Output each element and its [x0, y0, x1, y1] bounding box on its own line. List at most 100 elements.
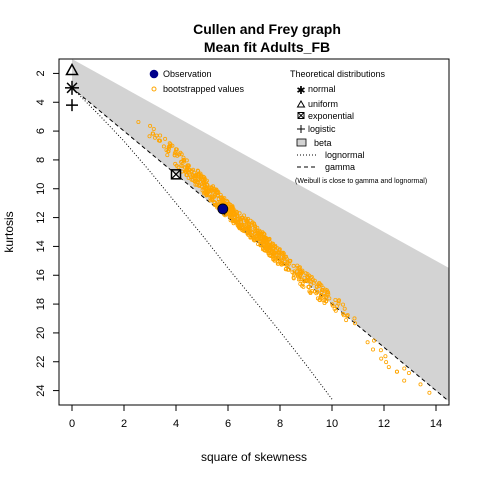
bootstrap-point — [150, 131, 155, 136]
bootstrap-point — [255, 229, 260, 234]
bootstrap-point — [176, 165, 181, 170]
bootstrap-point — [318, 295, 323, 300]
bootstrap-point — [378, 348, 383, 353]
bootstrap-point — [272, 257, 277, 262]
y-tick-label: 4 — [35, 99, 47, 105]
bootstrap-point — [258, 241, 263, 246]
bootstrap-point — [291, 276, 296, 281]
bootstrap-point — [199, 184, 204, 189]
bootstrap-point — [352, 321, 357, 326]
bootstrap-point — [212, 192, 217, 197]
bootstrap-point — [248, 234, 253, 239]
bootstrap-point — [341, 313, 346, 318]
bootstrap-point — [257, 228, 262, 233]
x-tick-label: 12 — [378, 418, 390, 430]
bootstrap-point — [166, 146, 171, 151]
y-tick-label: 10 — [35, 183, 47, 195]
bootstrap-point — [344, 318, 349, 323]
bootstrap-point — [249, 223, 254, 228]
bootstrap-point — [212, 202, 217, 207]
bootstrap-point — [193, 182, 198, 187]
bootstrap-point — [243, 216, 248, 221]
bootstrap-point — [272, 245, 277, 250]
bootstrap-point — [218, 192, 223, 197]
bootstrap-point — [386, 365, 391, 370]
gamma-line — [71, 87, 449, 402]
bootstrap-point — [276, 261, 281, 266]
bootstrap-point — [177, 152, 182, 157]
normal-legend-icon: ✱ — [296, 84, 305, 97]
bootstrap-point — [327, 296, 332, 301]
uniform-legend-icon — [296, 100, 306, 108]
bootstrap-points — [136, 120, 432, 395]
bootstrap-point — [183, 169, 188, 174]
legend-observation-label: Observation — [163, 69, 212, 79]
bootstrap-point — [152, 135, 157, 140]
bootstrap-point — [151, 127, 156, 132]
bootstrap-point — [281, 254, 286, 259]
bootstrap-point — [204, 193, 209, 198]
legend-weibull-note: (Weibull is close to gamma and lognormal… — [295, 178, 427, 185]
bootstrap-point — [279, 258, 284, 263]
bootstrap-point — [210, 195, 215, 200]
x-tick-label: 8 — [277, 418, 283, 430]
bootstrap-point — [270, 241, 275, 246]
y-tick-label: 14 — [35, 240, 47, 252]
bootstrap-point — [136, 120, 141, 125]
bootstrap-point — [265, 248, 270, 253]
bootstrap-point — [246, 224, 251, 229]
bootstrap-point — [283, 267, 288, 272]
bootstrap-point — [216, 189, 221, 194]
bootstrap-legend-marker — [151, 86, 157, 92]
observation-legend-marker — [149, 69, 159, 79]
bootstrap-point — [276, 259, 281, 264]
bootstrap-point — [181, 159, 186, 164]
x-tick-label: 14 — [430, 418, 442, 430]
y-tick-label: 18 — [35, 298, 47, 310]
bootstrap-point — [283, 254, 288, 259]
bootstrap-point — [219, 195, 224, 200]
theoretical-markers — [65, 62, 229, 215]
bootstrap-point — [173, 161, 178, 166]
bootstrap-point — [340, 302, 345, 307]
bootstrap-point — [231, 208, 236, 213]
bootstrap-point — [300, 281, 305, 286]
bootstrap-point — [332, 306, 337, 311]
uniform-point — [65, 62, 79, 76]
bootstrap-point — [287, 258, 292, 263]
bootstrap-point — [324, 288, 329, 293]
bootstrap-point — [258, 239, 263, 244]
bootstrap-point — [187, 167, 192, 172]
bootstrap-point — [205, 182, 210, 187]
bootstrap-point — [240, 215, 245, 220]
bootstrap-point — [427, 390, 432, 395]
bootstrap-point — [321, 298, 326, 303]
bootstrap-point — [314, 289, 319, 294]
legend-bootstrap-label: bootstrapped values — [163, 84, 245, 94]
y-tick-label: 24 — [35, 384, 47, 396]
x-tick-label: 4 — [173, 418, 179, 430]
bootstrap-point — [316, 283, 321, 288]
bootstrap-point — [148, 123, 153, 128]
bootstrap-point — [384, 360, 389, 365]
x-tick-label: 6 — [225, 418, 231, 430]
bootstrap-point — [211, 186, 216, 191]
bootstrap-point — [179, 163, 184, 168]
y-tick-label: 6 — [35, 128, 47, 134]
bootstrap-point — [394, 369, 399, 374]
chart-title: Cullen and Frey graph — [193, 21, 341, 37]
bootstrap-point — [307, 279, 312, 284]
y-tick-label: 22 — [35, 356, 47, 368]
legend-observation: Observation bootstrapped values — [149, 69, 245, 94]
bootstrap-point — [342, 306, 347, 311]
bootstrap-point — [263, 238, 268, 243]
bootstrap-point — [298, 277, 303, 282]
bootstrap-point — [190, 174, 195, 179]
bootstrap-point — [252, 238, 257, 243]
bootstrap-point — [267, 244, 272, 249]
plot-area — [71, 59, 449, 402]
legend-exponential-label: exponential — [308, 111, 354, 121]
logistic-point — [66, 99, 78, 112]
bootstrap-point — [209, 186, 214, 191]
